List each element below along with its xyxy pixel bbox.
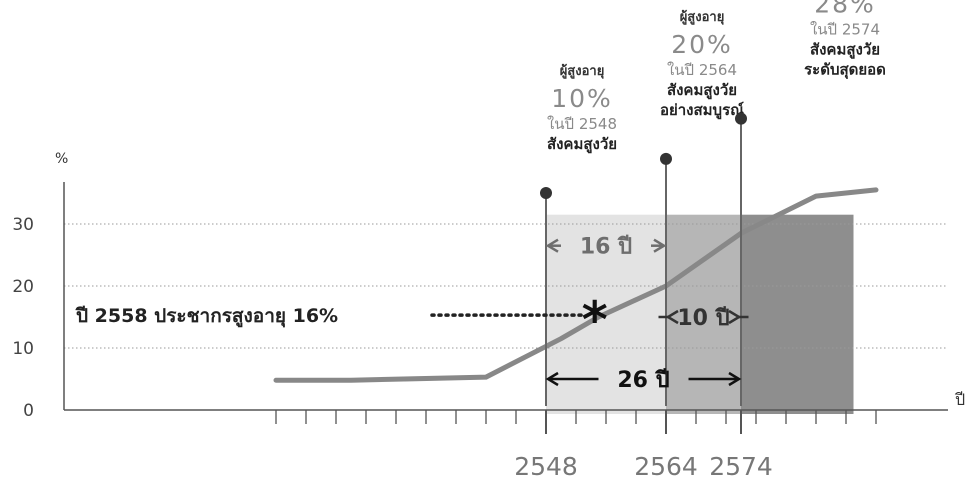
annotation-text: ปี 2558 ประชากรสูงอายุ 16%: [75, 305, 338, 328]
marker-dot: [735, 112, 747, 125]
span-arrowhead: [653, 238, 667, 253]
shaded-band: [666, 214, 741, 414]
y-tick-label: 30: [12, 215, 34, 235]
span-arrowhead: [665, 309, 679, 325]
marker-heading: ผู้สูงอายุ: [560, 63, 605, 79]
x-axis-label: ปี: [955, 390, 966, 409]
span-label: 10 ปี: [677, 306, 729, 331]
y-tick-label: 0: [23, 401, 34, 421]
shaded-bands: [546, 214, 854, 414]
span-label: 26 ปี: [617, 368, 669, 393]
marker-caption: สังคมสูงวัย: [810, 41, 880, 60]
marker-percent: 20%: [671, 30, 733, 59]
y-tick-label: 10: [12, 339, 34, 359]
marker-percent: 10%: [551, 84, 613, 113]
marker-dot: [660, 152, 672, 165]
series-layer: [273, 187, 879, 383]
marker-year: ในปี 2548: [547, 115, 617, 133]
marker-dot: [540, 187, 552, 199]
span-arrowhead: [545, 371, 559, 387]
grid-lines: [64, 223, 948, 349]
y-axis-label: %: [55, 151, 68, 167]
marker-year: ในปี 2574: [810, 21, 880, 39]
marker-caption: อย่างสมบูรณ์: [660, 101, 744, 120]
marker-heading: ผู้สูงอายุ: [680, 9, 725, 25]
marker-year: ในปี 2564: [667, 61, 737, 79]
population-line: [273, 187, 879, 383]
marker-caption: สังคมสูงวัย: [547, 135, 617, 154]
axes: 0 10 20 30% ปี 2548 2564 2574: [12, 151, 965, 481]
shaded-band: [741, 214, 854, 414]
x-tick-label: 2564: [634, 452, 698, 481]
span-arrowhead: [728, 309, 742, 325]
y-tick-label: 20: [12, 277, 34, 297]
marker-caption: ระดับสุดยอด: [804, 61, 886, 80]
star-marker: *: [582, 291, 608, 349]
duration-spans: 16 ปี 10 ปี 26 ปี: [545, 235, 749, 393]
year-markers: ผู้สูงอายุ10%ในปี 2548สังคมสูงวัยผู้สูงอ…: [540, 0, 886, 406]
x-tick-label: 2548: [514, 452, 578, 481]
annotation-layer: ปี 2558 ประชากรสูงอายุ 16% *: [75, 291, 608, 349]
marker-caption: สังคมสูงวัย: [667, 81, 737, 100]
x-tick-label: 2574: [709, 452, 773, 481]
span-arrowhead: [728, 371, 742, 387]
span-label: 16 ปี: [580, 235, 632, 260]
span-arrowhead: [545, 238, 559, 253]
marker-percent: 28%: [814, 0, 876, 19]
